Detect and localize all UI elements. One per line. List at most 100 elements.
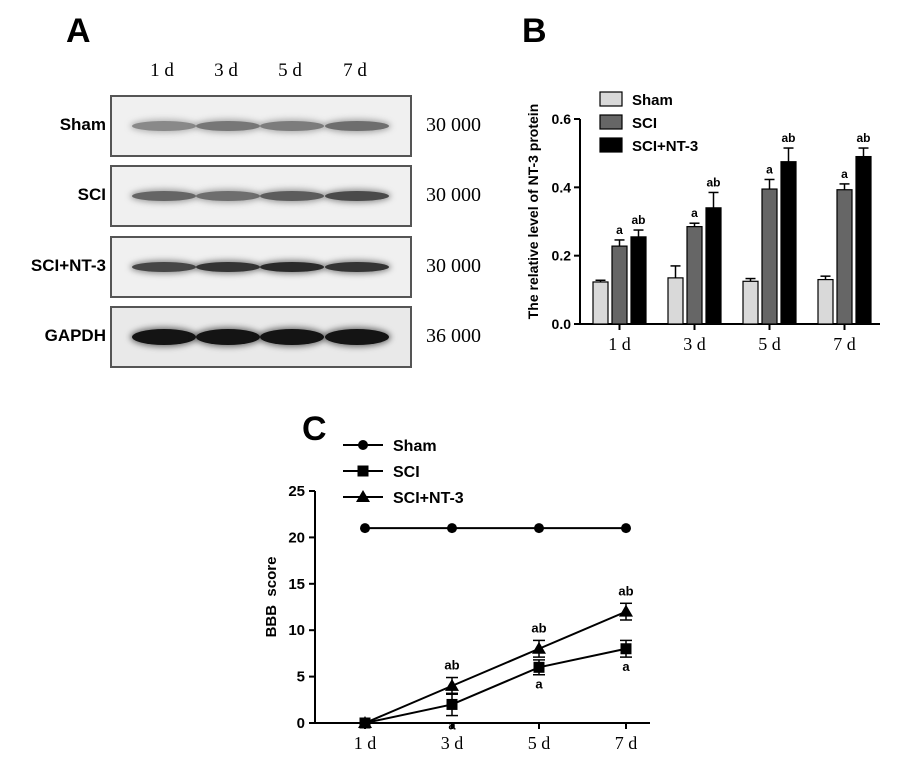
- series-line: [364, 647, 627, 724]
- legend-swatch: [599, 91, 623, 107]
- significance-label: ab: [856, 131, 870, 145]
- significance-label: ab: [706, 175, 720, 189]
- blot-timepoint-label: 1 d: [150, 60, 174, 81]
- legend-label: SCI+NT-3: [393, 490, 464, 507]
- y-axis-label: BBB score: [263, 557, 280, 638]
- blot-band: [325, 191, 389, 201]
- blot-band: [260, 329, 324, 345]
- y-tick-label: 15: [288, 576, 305, 593]
- blot-band: [132, 191, 196, 201]
- bar: [780, 161, 797, 325]
- blot-band: [196, 191, 260, 201]
- bar: [667, 277, 684, 325]
- bar: [611, 245, 628, 325]
- blot-band: [260, 121, 324, 131]
- blot-row-label: Sham: [59, 115, 106, 134]
- blot-band: [196, 121, 260, 131]
- blot-band: [260, 191, 324, 201]
- significance-label: a: [841, 167, 848, 181]
- data-point: [619, 604, 633, 617]
- blot-band: [325, 121, 389, 131]
- data-point: [532, 641, 546, 654]
- legend-label: SCI+NT-3: [632, 138, 698, 155]
- legend-swatch: [599, 114, 623, 130]
- y-tick-label: 0.2: [552, 248, 572, 264]
- significance-label: ab: [444, 658, 459, 673]
- blot-band: [260, 262, 324, 272]
- y-tick-label: 0.6: [552, 111, 572, 127]
- blot-band: [196, 262, 260, 272]
- bar: [592, 281, 609, 325]
- blot-strip: [110, 95, 412, 157]
- legend-label: SCI: [393, 464, 420, 481]
- molecular-weight-label: 30 000: [426, 255, 481, 277]
- nt3-protein-bar-chart: 0.0 0.2 0.4 0.6 The relative level of NT-3 p…: [525, 91, 880, 354]
- legend-label: Sham: [393, 438, 437, 455]
- blot-band: [325, 262, 389, 272]
- legend-marker: [356, 490, 370, 502]
- molecular-weight-label: 36 000: [426, 325, 481, 347]
- blot-band: [132, 329, 196, 345]
- bar: [761, 188, 778, 325]
- blot-timepoint-label: 5 d: [278, 60, 302, 81]
- significance-label: ab: [631, 213, 645, 227]
- western-blot-panel: 1 d 3 d 5 d 7 d Sham 30 000 SCI 30 000 SCI+NT-3 3…: [0, 0, 500, 380]
- y-tick-label: 0.0: [552, 316, 572, 332]
- bar: [742, 280, 759, 325]
- significance-label: a: [691, 206, 698, 220]
- blot-band: [196, 329, 260, 345]
- bar: [705, 207, 722, 325]
- bar: [836, 189, 853, 325]
- y-tick-label: 0.4: [552, 179, 572, 195]
- x-tick-label: 5 d: [758, 334, 781, 354]
- significance-label: a: [616, 223, 623, 237]
- blot-strip: [110, 236, 412, 298]
- bar: [855, 155, 872, 325]
- data-point: [620, 643, 632, 655]
- x-tick-label: 3 d: [683, 334, 706, 354]
- data-point: [360, 523, 370, 534]
- y-axis-label: The relative level of NT-3 protein: [525, 104, 541, 320]
- y-tick-label: 25: [288, 483, 305, 500]
- blot-row-label: SCI: [77, 185, 106, 204]
- molecular-weight-label: 30 000: [426, 184, 481, 206]
- x-tick-label: 7 d: [833, 334, 856, 354]
- blot-timepoint-label: 7 d: [343, 60, 367, 81]
- blot-timepoint-label: 3 d: [214, 60, 238, 81]
- y-tick-label: 10: [288, 622, 305, 639]
- significance-label: a: [766, 162, 773, 176]
- data-point: [445, 678, 459, 691]
- y-tick-label: 20: [288, 529, 305, 546]
- bbb-score-line-chart: 0 5 10 15 20 25 BBB score 1 d 3 d 5 d 7 d a a a ab ab ab…: [263, 438, 650, 753]
- blot-strip: [110, 306, 412, 368]
- blot-band: [132, 121, 196, 131]
- data-point: [621, 523, 631, 534]
- y-tick-label: 5: [297, 669, 305, 686]
- significance-label: ab: [531, 620, 546, 635]
- data-point: [358, 716, 372, 728]
- panel-label-b: B: [522, 12, 547, 50]
- series-line: [364, 610, 627, 724]
- blot-row-label: GAPDH: [44, 326, 106, 345]
- data-point: [447, 523, 457, 534]
- bar: [630, 236, 647, 325]
- x-tick-label: 3 d: [441, 733, 464, 753]
- blot-band: [325, 329, 389, 345]
- significance-label: a: [535, 677, 543, 692]
- significance-label: ab: [781, 131, 795, 145]
- legend-marker: [358, 440, 368, 450]
- significance-label: ab: [618, 583, 633, 598]
- significance-label: a: [448, 718, 456, 733]
- y-tick-label: 0: [297, 715, 305, 732]
- data-point: [534, 523, 544, 534]
- panel-label-c: C: [302, 410, 327, 448]
- data-point: [533, 661, 545, 673]
- legend-marker: [357, 465, 369, 477]
- legend-swatch: [599, 137, 623, 153]
- x-tick-label: 1 d: [354, 733, 377, 753]
- significance-label: a: [622, 659, 630, 674]
- x-tick-label: 1 d: [608, 334, 631, 354]
- blot-row-label: SCI+NT-3: [30, 256, 106, 275]
- bar: [817, 278, 834, 325]
- molecular-weight-label: 30 000: [426, 114, 481, 136]
